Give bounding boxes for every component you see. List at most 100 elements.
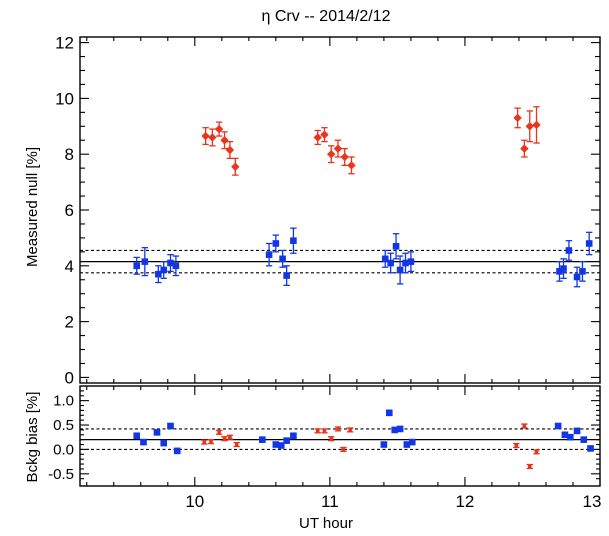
y-tick-label: 0	[65, 368, 74, 387]
data-point	[560, 265, 567, 272]
panel-1: -0.5 0.0 0.5 1.0 10 11 12 13	[48, 385, 601, 511]
data-point	[380, 441, 388, 448]
data-point	[525, 122, 534, 131]
data-point	[201, 131, 210, 141]
data-point	[585, 240, 593, 247]
data-point	[402, 259, 409, 267]
data-point	[222, 437, 227, 441]
plot-frame	[79, 385, 601, 487]
data-point	[234, 442, 239, 447]
data-point	[320, 130, 329, 139]
data-point	[283, 437, 290, 444]
data-point	[315, 429, 320, 433]
data-point	[167, 259, 174, 267]
top-y-axis-label: Measured null [%]	[24, 147, 41, 267]
data-point	[580, 436, 588, 443]
data-point	[348, 428, 352, 432]
data-point	[133, 262, 141, 270]
data-point	[208, 133, 217, 142]
data-point	[340, 152, 349, 162]
data-point	[396, 266, 404, 274]
data-point	[140, 438, 147, 446]
data-point	[265, 251, 273, 258]
data-point	[290, 432, 297, 440]
y-tick-label: 0.5	[53, 417, 74, 434]
data-point	[272, 441, 280, 448]
data-point	[381, 255, 389, 263]
bottom-y-axis-label: Bckg bias [%]	[24, 392, 41, 483]
data-point	[329, 437, 334, 441]
chart-title: η Crv -- 2014/2/12	[262, 8, 391, 25]
data-point	[279, 255, 286, 263]
chart-panels: 0 2 4 6 8 10 12 -0.5 0.0 0.5 1.0 10 11 12 13	[48, 34, 601, 511]
data-point	[573, 427, 581, 435]
data-point	[225, 145, 235, 155]
data-point	[573, 273, 581, 281]
data-point	[155, 270, 162, 278]
data-point	[392, 242, 400, 250]
data-point	[259, 436, 266, 443]
data-point	[514, 443, 519, 448]
data-point	[587, 445, 594, 452]
data-point	[532, 120, 541, 130]
data-point	[220, 136, 229, 145]
data-point	[202, 440, 207, 444]
data-point	[283, 272, 290, 279]
data-point	[407, 258, 415, 265]
data-point	[141, 258, 149, 265]
data-point	[520, 144, 529, 153]
x-tick-label: 12	[455, 492, 474, 511]
data-point	[403, 441, 411, 448]
series-red	[201, 106, 541, 176]
y-tick-label: 6	[65, 201, 74, 220]
data-point	[272, 240, 280, 247]
data-point	[566, 433, 574, 441]
data-point	[387, 259, 394, 267]
series-blue	[133, 409, 594, 455]
data-point	[336, 427, 340, 431]
data-point	[341, 447, 346, 452]
data-point	[513, 113, 522, 123]
data-point	[327, 149, 336, 159]
data-point	[153, 429, 161, 436]
data-point	[313, 133, 322, 142]
data-point	[290, 237, 297, 244]
x-axis-label: UT hour	[299, 515, 353, 531]
data-point	[133, 432, 141, 440]
data-point	[396, 425, 404, 433]
data-point	[277, 442, 285, 449]
data-point	[209, 440, 213, 444]
data-point	[322, 429, 327, 433]
data-point	[160, 266, 168, 274]
data-point	[522, 424, 527, 428]
data-point	[534, 450, 539, 454]
x-tick-label: 10	[185, 492, 204, 511]
data-point	[217, 430, 221, 434]
y-tick-label: 10	[55, 89, 74, 108]
data-point	[214, 124, 224, 134]
y-tick-label: 1.0	[53, 393, 74, 410]
data-point	[408, 438, 416, 446]
data-point	[228, 435, 232, 439]
series-blue	[133, 227, 593, 288]
data-point	[167, 422, 174, 430]
data-point	[565, 247, 573, 254]
data-point	[579, 268, 586, 275]
data-point	[173, 447, 181, 455]
data-point	[385, 409, 393, 417]
data-point	[556, 268, 563, 275]
series-red	[201, 423, 540, 470]
y-tick-label: 2	[65, 313, 74, 332]
data-point	[527, 464, 532, 469]
y-tick-label: 4	[65, 257, 74, 276]
data-point	[391, 426, 399, 434]
data-point	[160, 439, 168, 447]
x-tick-label: 11	[321, 492, 339, 511]
y-tick-label: 0.0	[53, 441, 74, 458]
data-point	[347, 161, 356, 170]
plot-frame	[79, 36, 601, 384]
data-point	[172, 262, 180, 270]
data-point	[333, 144, 343, 153]
